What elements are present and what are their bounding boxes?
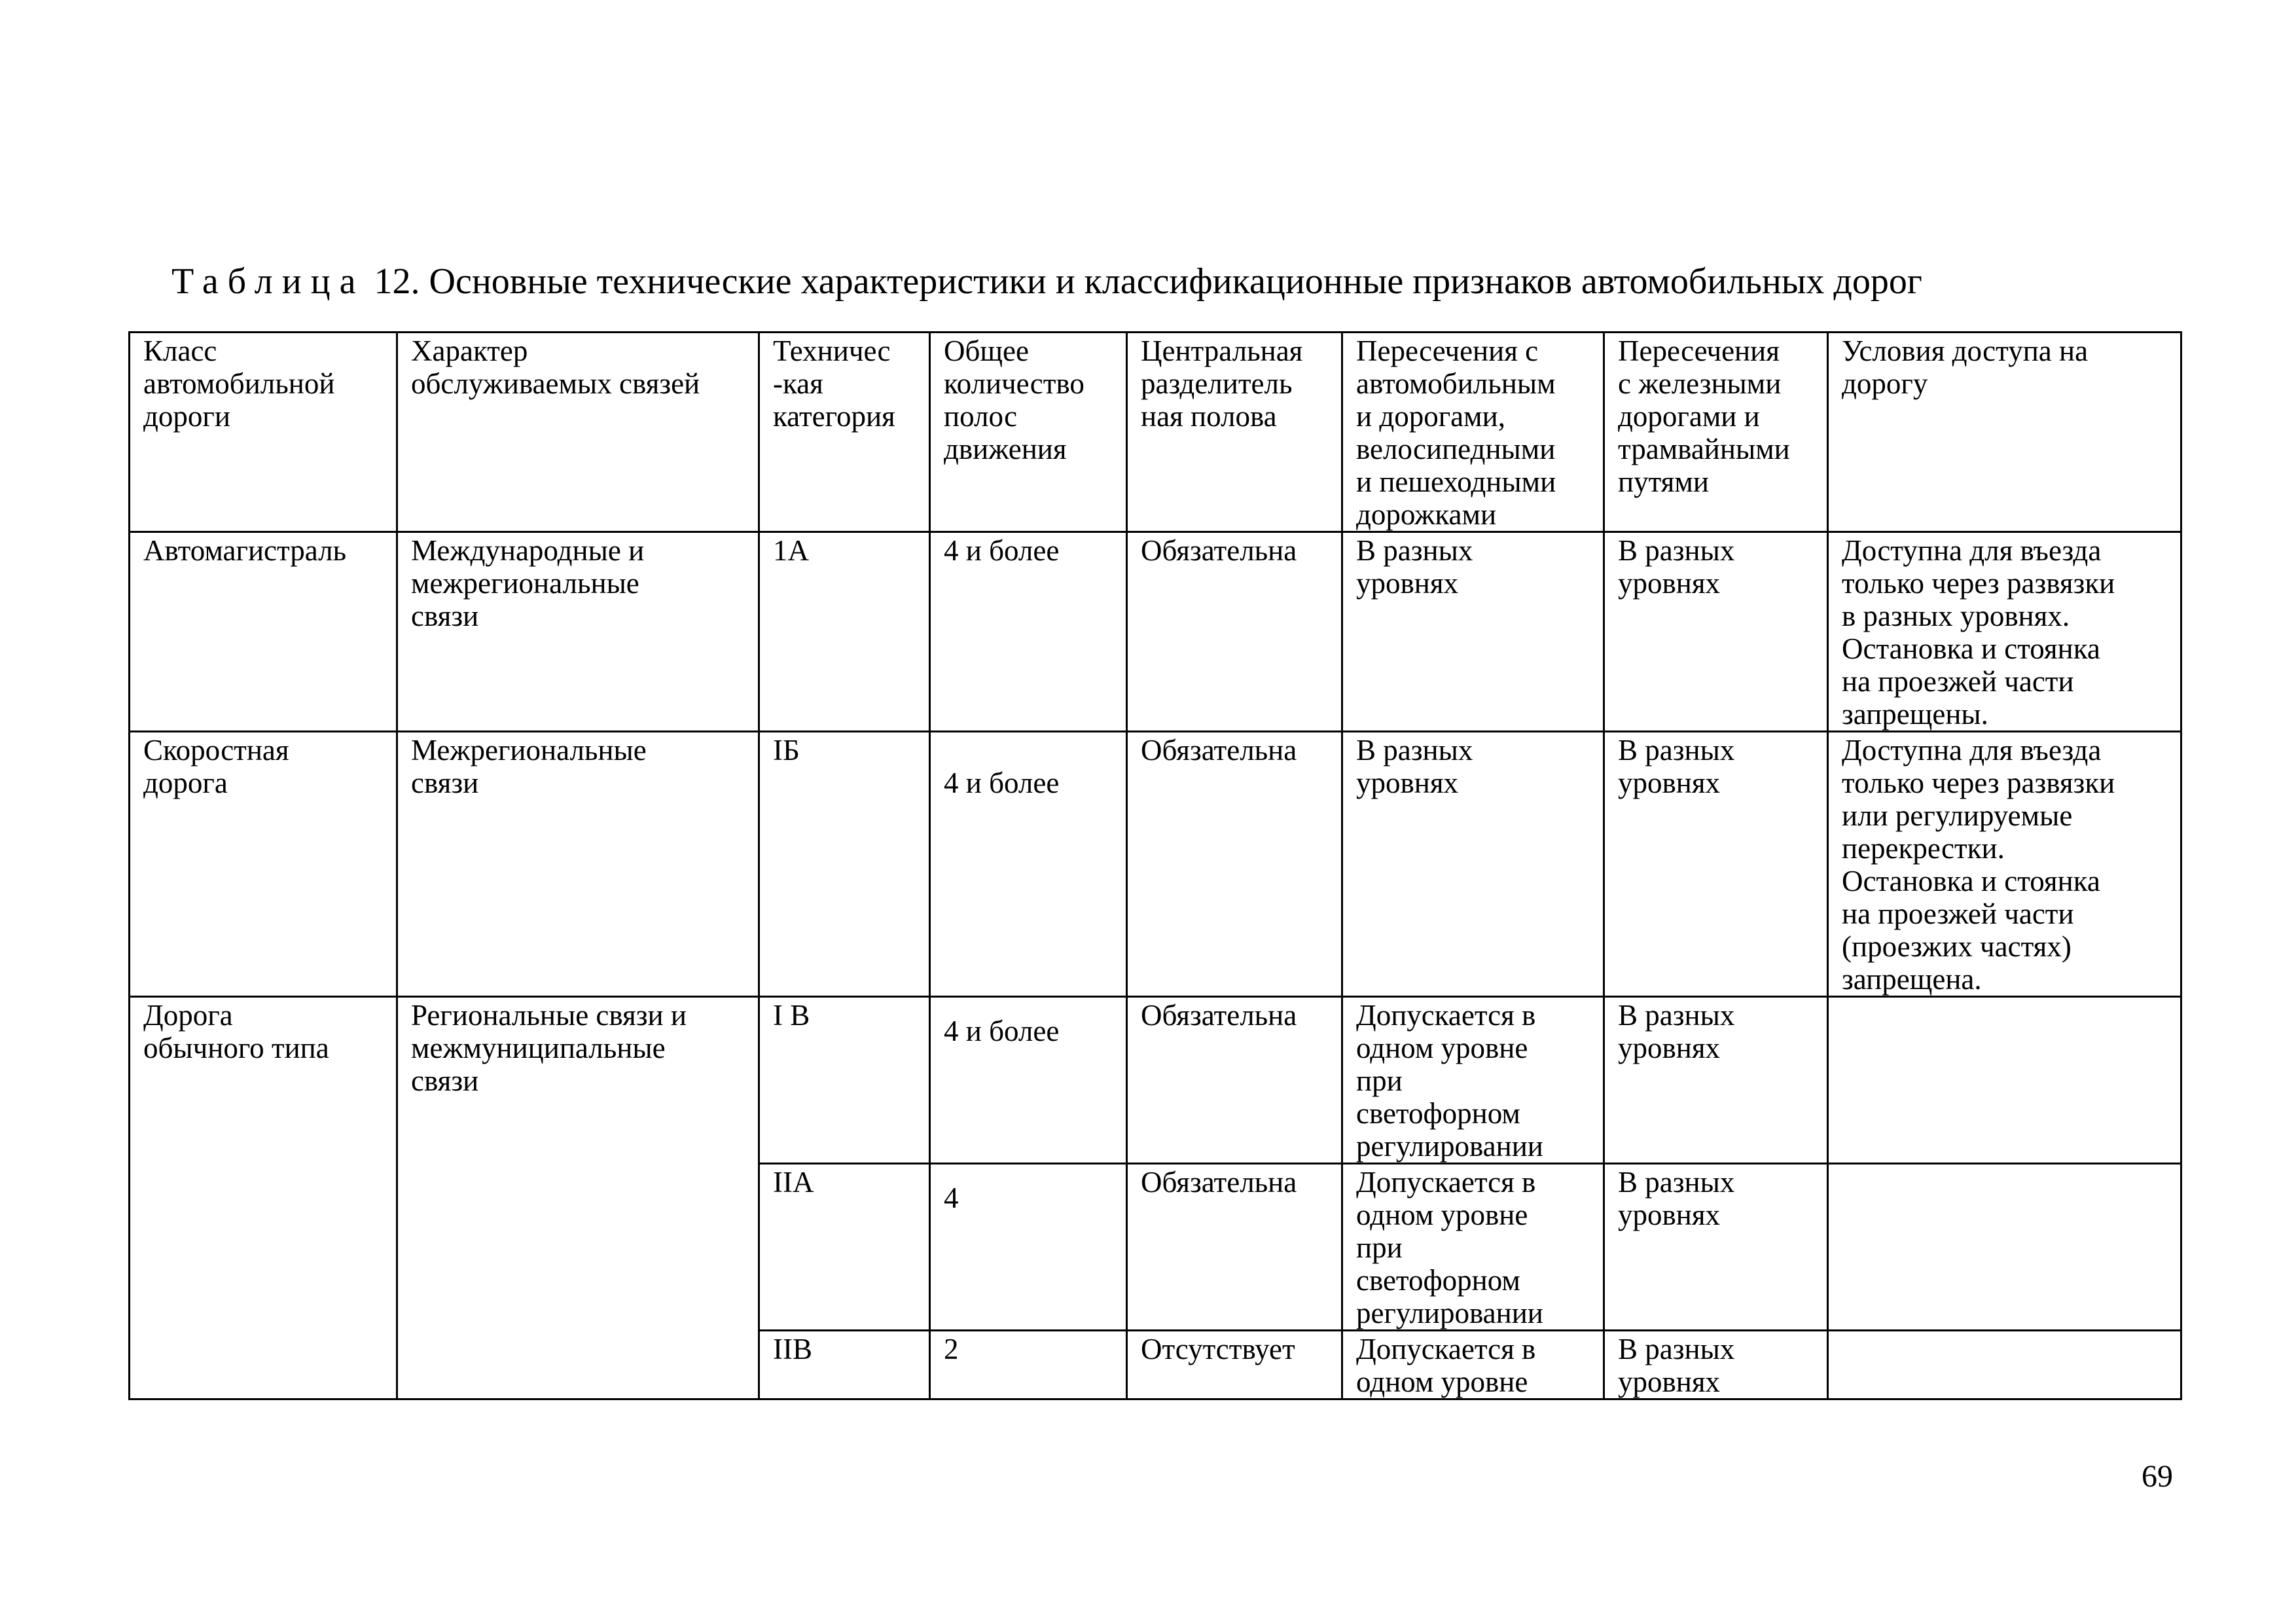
header-cell: Условия доступа на дорогу	[1827, 331, 2182, 533]
table-cell: Обязательна	[1126, 1163, 1343, 1331]
table-cell: Скоростная дорога	[128, 731, 398, 998]
table-cell: В разных уровнях	[1603, 1329, 1829, 1400]
header-row: Класс автомобильной дороги Характер обсл…	[128, 331, 2182, 533]
table-cell: Обязательна	[1126, 731, 1343, 998]
table-cell: Допускается в одном уровне при светофорн…	[1341, 996, 1605, 1164]
table-cell: Допускается в одном уровне при светофорн…	[1341, 1163, 1605, 1331]
table-cell: Обязательна	[1126, 996, 1343, 1164]
header-cell: Пересечения с железными дорогами и трамв…	[1603, 331, 1829, 533]
header-cell: Класс автомобильной дороги	[128, 331, 398, 533]
table-row: Скоростная дорога Межрегиональные связи …	[128, 731, 2182, 998]
table-cell: IIВ	[758, 1329, 931, 1400]
table-cell: 4 и более	[929, 531, 1128, 732]
table-cell	[1827, 1163, 2182, 1331]
table-cell: Доступна для въезда только через развязк…	[1827, 731, 2182, 998]
table-cell: Автомагистраль	[128, 531, 398, 732]
table-caption: Таблица 12. Основные технические характер…	[171, 261, 1922, 302]
page-number: 69	[2142, 1459, 2173, 1494]
table-cell: В разных уровнях	[1603, 996, 1829, 1164]
caption-text: 12. Основные технические характеристики …	[374, 261, 1922, 302]
header-cell: Характер обслуживаемых связей	[396, 331, 760, 533]
table-cell: Доступна для въезда только через развязк…	[1827, 531, 2182, 732]
table-cell: 1А	[758, 531, 931, 732]
table-cell: Допускается в одном уровне	[1341, 1329, 1605, 1400]
table-cell: 4 и более	[929, 731, 1128, 998]
header-cell: Техничес -кая категория	[758, 331, 931, 533]
table-cell	[1827, 1329, 2182, 1400]
caption-prefix: Таблица	[171, 261, 365, 302]
table-row: Дорога обычного типа Региональные связи …	[128, 996, 2182, 1400]
table-cell	[1827, 996, 2182, 1164]
header-cell: Пересечения с автомобильным и дорогами, …	[1341, 331, 1605, 533]
table-cell: IБ	[758, 731, 931, 998]
table-cell: Обязательна	[1126, 531, 1343, 732]
table-cell: IIА	[758, 1163, 931, 1331]
table-cell: В разных уровнях	[1341, 731, 1605, 998]
table-cell: 4	[929, 1163, 1128, 1331]
table-cell: Отсутствует	[1126, 1329, 1343, 1400]
table-cell: I В	[758, 996, 931, 1164]
table-cell: В разных уровнях	[1603, 531, 1829, 732]
road-classification-table: Класс автомобильной дороги Характер обсл…	[128, 331, 2182, 1400]
table-cell: Региональные связи и межмуниципальные св…	[396, 996, 760, 1400]
table-cell: Международные и межрегиональные связи	[396, 531, 760, 732]
header-cell: Центральная разделитель ная полова	[1126, 331, 1343, 533]
table-row: IIА 4 Обязательна Допускается в одном ур…	[130, 1163, 2182, 1331]
table-row: IIВ 2 Отсутствует Допускается в одном ур…	[130, 1329, 2182, 1400]
table-cell: 2	[929, 1329, 1128, 1400]
table-cell: Межрегиональные связи	[396, 731, 760, 998]
table-cell: 4 и более	[929, 996, 1128, 1164]
table-cell: В разных уровнях	[1341, 531, 1605, 732]
table-row: Автомагистраль Международные и межрегион…	[128, 531, 2182, 732]
table-cell: В разных уровнях	[1603, 1163, 1829, 1331]
table-cell: Дорога обычного типа	[128, 996, 398, 1400]
table-cell: В разных уровнях	[1603, 731, 1829, 998]
header-cell: Общее количество полос движения	[929, 331, 1128, 533]
